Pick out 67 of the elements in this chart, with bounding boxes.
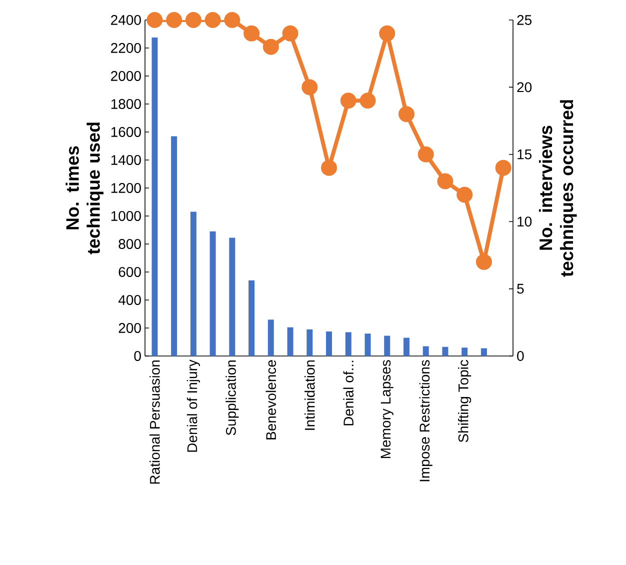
x-tick-label: Intimidation (304, 360, 315, 430)
point (418, 146, 434, 162)
point (262, 38, 279, 55)
bar (422, 346, 429, 356)
bar (152, 37, 158, 356)
point (321, 160, 338, 176)
bar (287, 327, 294, 356)
bar (248, 280, 255, 356)
bar (306, 329, 313, 356)
point (437, 173, 454, 190)
y2-tick-label: 5 (517, 284, 524, 294)
bar (326, 332, 332, 356)
y-tick-label: 2200 (111, 43, 141, 53)
bar (190, 212, 196, 356)
y2-tick-label: 15 (518, 150, 532, 160)
y-tick-label: 2400 (111, 15, 141, 25)
x-tick-label: Impose Restrictions (419, 360, 432, 482)
bar (480, 348, 487, 356)
bar (268, 320, 274, 356)
point (476, 254, 492, 270)
bar (442, 346, 448, 356)
point (204, 12, 221, 28)
y-tick-label: 800 (118, 239, 141, 249)
y2-axis-title: No. interviews techniques occurred (538, 100, 577, 277)
bar (462, 348, 468, 356)
bar (210, 231, 216, 356)
y2-tick-label: 20 (517, 82, 532, 92)
y-tick-label: 200 (118, 323, 141, 333)
bar (229, 238, 236, 356)
y-tick-label: 1400 (111, 155, 141, 165)
point (302, 79, 318, 96)
point (224, 12, 240, 28)
bar (384, 336, 390, 356)
y-tick-label: 600 (118, 267, 141, 277)
point (379, 25, 396, 42)
bar (345, 332, 352, 356)
y-tick-label: 1800 (111, 99, 141, 109)
y-tick-label: 2000 (111, 71, 141, 81)
x-tick-label: Supplication (226, 360, 239, 436)
x-tick-label: Rational Persuasion (150, 360, 160, 484)
bar (364, 334, 371, 356)
y-axis-title: No. times technique used (66, 122, 104, 254)
x-tick-label: Denial of Injury (186, 360, 200, 452)
y2-tick-label: 25 (517, 15, 532, 25)
bar (403, 338, 410, 356)
x-tick-label: Denial of... (343, 360, 354, 426)
y-tick-label: 0 (134, 351, 141, 361)
x-tick-label: Memory Lapses (380, 360, 394, 458)
point (456, 186, 473, 203)
point (360, 92, 376, 109)
y-tick-label: 1600 (111, 127, 141, 137)
point (166, 12, 182, 28)
y-tick-label: 1200 (111, 183, 141, 193)
y2-tick-label: 10 (518, 216, 532, 227)
point (185, 12, 202, 28)
y2-tick-label: 0 (517, 351, 524, 361)
y-tick-label: 400 (118, 295, 141, 305)
point (340, 92, 356, 109)
x-tick-label: Shifting Topic (458, 360, 472, 442)
y-tick-label: 1000 (111, 211, 141, 221)
bar (171, 136, 178, 356)
point (244, 25, 260, 42)
x-tick-label: Benevolence (266, 360, 276, 440)
point (495, 160, 512, 176)
point (146, 12, 163, 28)
point (398, 106, 414, 122)
point (282, 25, 298, 42)
